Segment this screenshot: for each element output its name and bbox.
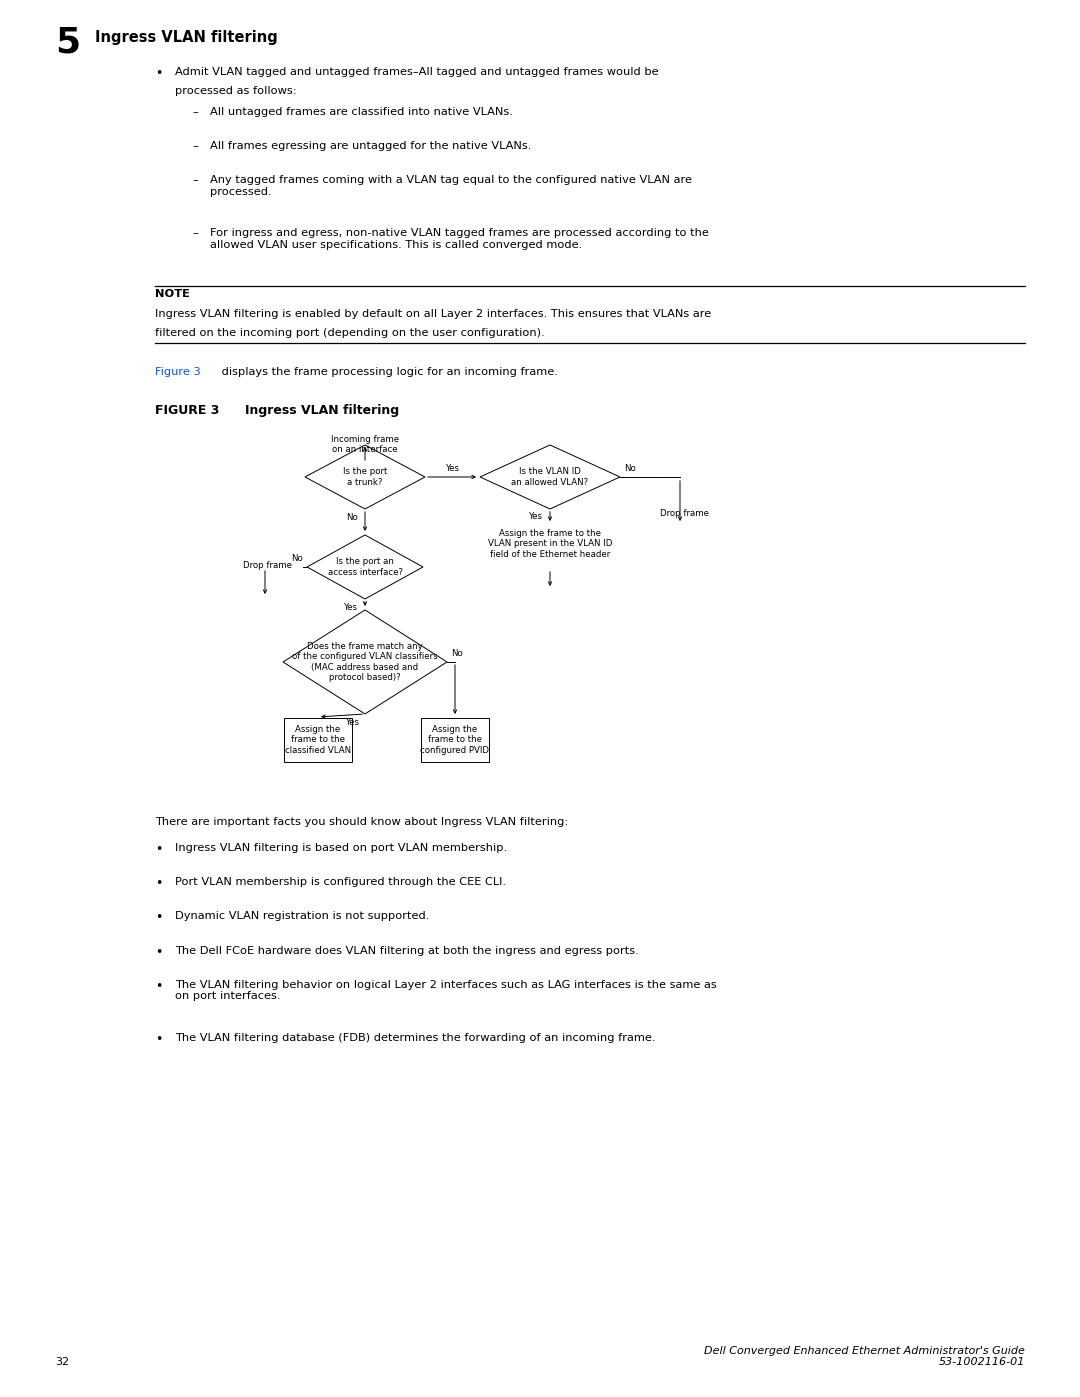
Text: For ingress and egress, non-native VLAN tagged frames are processed according to: For ingress and egress, non-native VLAN … bbox=[210, 228, 708, 250]
Text: Yes: Yes bbox=[529, 511, 543, 521]
Text: •: • bbox=[156, 842, 162, 856]
Text: Admit VLAN tagged and untagged frames–All tagged and untagged frames would be: Admit VLAN tagged and untagged frames–Al… bbox=[175, 67, 659, 77]
Text: •: • bbox=[156, 877, 162, 890]
Text: NOTE: NOTE bbox=[156, 289, 190, 299]
Text: No: No bbox=[624, 464, 636, 474]
Text: •: • bbox=[156, 911, 162, 925]
Bar bbox=[284, 718, 352, 761]
Text: Dynamic VLAN registration is not supported.: Dynamic VLAN registration is not support… bbox=[175, 911, 430, 922]
Text: Figure 3: Figure 3 bbox=[156, 367, 201, 377]
Text: Yes: Yes bbox=[446, 464, 459, 474]
Text: •: • bbox=[156, 979, 162, 993]
Text: 5: 5 bbox=[55, 25, 80, 59]
Text: filtered on the incoming port (depending on the user configuration).: filtered on the incoming port (depending… bbox=[156, 327, 544, 338]
Text: 32: 32 bbox=[55, 1356, 69, 1368]
Text: Drop frame: Drop frame bbox=[660, 509, 708, 518]
Text: All untagged frames are classified into native VLANs.: All untagged frames are classified into … bbox=[210, 106, 513, 117]
Text: FIGURE 3: FIGURE 3 bbox=[156, 404, 219, 418]
Text: Drop frame: Drop frame bbox=[243, 562, 292, 570]
Text: The Dell FCoE hardware does VLAN filtering at both the ingress and egress ports.: The Dell FCoE hardware does VLAN filteri… bbox=[175, 946, 638, 956]
Text: •: • bbox=[156, 946, 162, 958]
Text: Does the frame match any
of the configured VLAN classifiers
(MAC address based a: Does the frame match any of the configur… bbox=[293, 641, 437, 682]
Text: Yes: Yes bbox=[345, 604, 357, 612]
Text: The VLAN filtering database (FDB) determines the forwarding of an incoming frame: The VLAN filtering database (FDB) determ… bbox=[175, 1032, 656, 1042]
Text: No: No bbox=[347, 513, 357, 522]
Text: processed as follows:: processed as follows: bbox=[175, 85, 297, 95]
Text: The VLAN filtering behavior on logical Layer 2 interfaces such as LAG interfaces: The VLAN filtering behavior on logical L… bbox=[175, 979, 717, 1002]
Text: Port VLAN membership is configured through the CEE CLI.: Port VLAN membership is configured throu… bbox=[175, 877, 507, 887]
Text: No: No bbox=[451, 650, 462, 658]
Text: No: No bbox=[292, 555, 303, 563]
Text: Ingress VLAN filtering is enabled by default on all Layer 2 interfaces. This ens: Ingress VLAN filtering is enabled by def… bbox=[156, 309, 712, 319]
Text: Ingress VLAN filtering: Ingress VLAN filtering bbox=[95, 29, 278, 45]
Bar bbox=[421, 718, 489, 761]
Text: –: – bbox=[192, 141, 198, 151]
Text: Ingress VLAN filtering: Ingress VLAN filtering bbox=[245, 404, 400, 418]
Text: Is the VLAN ID
an allowed VLAN?: Is the VLAN ID an allowed VLAN? bbox=[512, 467, 589, 486]
Text: There are important facts you should know about Ingress VLAN filtering:: There are important facts you should kno… bbox=[156, 817, 568, 827]
Text: 53-1002116-01: 53-1002116-01 bbox=[939, 1356, 1025, 1368]
Text: Is the port
a trunk?: Is the port a trunk? bbox=[342, 467, 388, 486]
Text: Assign the
frame to the
configured PVID: Assign the frame to the configured PVID bbox=[420, 725, 489, 754]
Text: Is the port an
access interface?: Is the port an access interface? bbox=[327, 557, 403, 577]
Text: •: • bbox=[156, 67, 162, 80]
Text: Yes: Yes bbox=[346, 718, 360, 726]
Text: Dell Converged Enhanced Ethernet Administrator's Guide: Dell Converged Enhanced Ethernet Adminis… bbox=[704, 1345, 1025, 1356]
Text: –: – bbox=[192, 228, 198, 237]
Text: Assign the frame to the
VLAN present in the VLAN ID
field of the Ethernet header: Assign the frame to the VLAN present in … bbox=[488, 529, 612, 559]
Text: Assign the
frame to the
classified VLAN: Assign the frame to the classified VLAN bbox=[285, 725, 351, 754]
Text: All frames egressing are untagged for the native VLANs.: All frames egressing are untagged for th… bbox=[210, 141, 531, 151]
Text: displays the frame processing logic for an incoming frame.: displays the frame processing logic for … bbox=[218, 367, 558, 377]
Text: –: – bbox=[192, 106, 198, 117]
Text: Any tagged frames coming with a VLAN tag equal to the configured native VLAN are: Any tagged frames coming with a VLAN tag… bbox=[210, 175, 692, 197]
Text: Ingress VLAN filtering is based on port VLAN membership.: Ingress VLAN filtering is based on port … bbox=[175, 842, 508, 854]
Text: Incoming frame
on an interface: Incoming frame on an interface bbox=[330, 434, 400, 454]
Text: •: • bbox=[156, 1032, 162, 1045]
Text: –: – bbox=[192, 175, 198, 186]
